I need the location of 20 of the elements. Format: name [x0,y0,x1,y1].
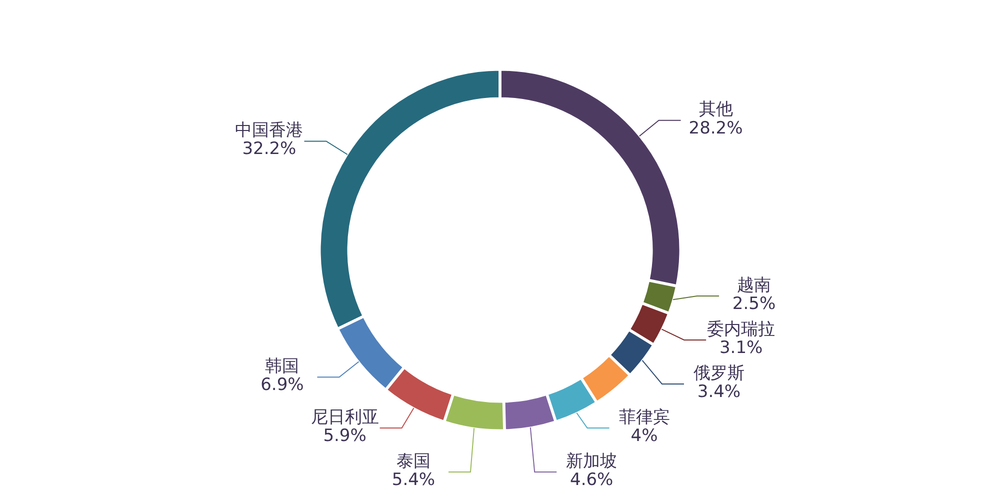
data-label: 28.2% [688,118,743,138]
slice-label: 其他 [698,100,733,120]
data-label: 2.5% [732,294,776,314]
slice-label: 新加坡 [566,451,618,472]
data-label: 5.4% [392,470,436,490]
slice-label: 尼日利亚 [310,407,379,428]
data-label: 3.4% [697,382,741,402]
data-label: 3.1% [719,338,763,358]
slice-label: 中国香港 [235,120,304,141]
slice-label: 泰国 [396,451,430,472]
data-label: 5.9% [323,426,366,446]
slice-label: 俄罗斯 [693,363,744,384]
slice-label: 委内瑞拉 [707,319,776,340]
slice-label: 越南 [737,275,772,296]
data-label: 32.2% [242,139,296,160]
data-label: 6.9% [260,375,304,396]
data-label: 4% [630,426,658,446]
slice-label: 菲律宾 [618,407,670,428]
slice-label: 韩国 [265,356,300,376]
data-label: 4.6% [570,470,614,490]
